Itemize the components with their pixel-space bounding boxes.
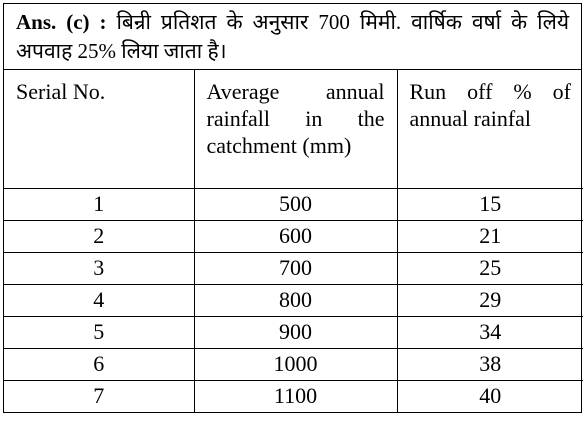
cell-serial: 2 <box>4 219 195 253</box>
answer-statement: बिन्री प्रतिशत के अनुसार 700 मिमी. वार्ष… <box>16 10 569 63</box>
cell-serial: 7 <box>4 379 195 412</box>
table-row: 2 600 21 <box>4 219 583 253</box>
header-runoff-percent: Run off % of annual rainfal <box>396 70 583 189</box>
cell-runoff: 25 <box>396 251 583 285</box>
cell-rainfall: 1000 <box>193 347 398 381</box>
header-average-rainfall: Average annual rainfall in the catchment… <box>193 70 398 189</box>
cell-rainfall: 700 <box>193 251 398 285</box>
cell-runoff: 34 <box>396 315 583 349</box>
answer-text: Ans. (c) : बिन्री प्रतिशत के अनुसार 700 … <box>4 4 581 70</box>
cell-runoff: 40 <box>396 379 583 412</box>
cell-runoff: 15 <box>396 187 583 221</box>
cell-rainfall: 800 <box>193 283 398 317</box>
cell-serial: 1 <box>4 187 195 221</box>
table-row: 7 1100 40 <box>4 379 583 412</box>
table-row: 6 1000 38 <box>4 347 583 381</box>
cell-serial: 4 <box>4 283 195 317</box>
cell-serial: 3 <box>4 251 195 285</box>
cell-rainfall: 900 <box>193 315 398 349</box>
cell-rainfall: 1100 <box>193 379 398 412</box>
table-header-row: Serial No. Average annual rainfall in th… <box>4 70 583 189</box>
cell-rainfall: 600 <box>193 219 398 253</box>
table-row: 4 800 29 <box>4 283 583 317</box>
cell-runoff: 29 <box>396 283 583 317</box>
cell-runoff: 38 <box>396 347 583 381</box>
cell-serial: 6 <box>4 347 195 381</box>
rainfall-runoff-table: Serial No. Average annual rainfall in th… <box>4 70 583 412</box>
answer-block: Ans. (c) : बिन्री प्रतिशत के अनुसार 700 … <box>3 3 583 413</box>
table-row: 1 500 15 <box>4 187 583 221</box>
table-row: 3 700 25 <box>4 251 583 285</box>
cell-serial: 5 <box>4 315 195 349</box>
header-serial-no: Serial No. <box>4 70 195 189</box>
cell-rainfall: 500 <box>193 187 398 221</box>
answer-label: Ans. (c) : <box>16 10 107 34</box>
cell-runoff: 21 <box>396 219 583 253</box>
table-row: 5 900 34 <box>4 315 583 349</box>
